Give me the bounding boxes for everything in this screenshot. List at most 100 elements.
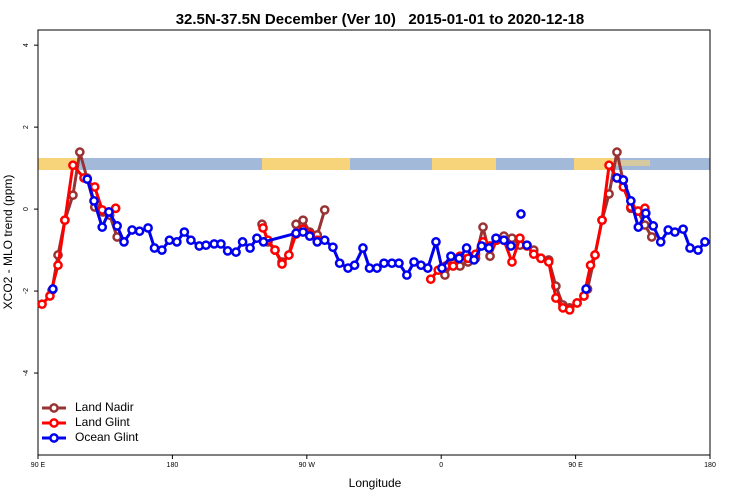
x-tick-label: 180 (704, 462, 716, 469)
data-point (186, 235, 196, 246)
data-point (82, 174, 93, 185)
data-point (448, 261, 458, 271)
data-point (358, 243, 368, 253)
data-point (37, 299, 47, 310)
data-point (319, 235, 330, 246)
data-point (89, 182, 100, 192)
data-point (68, 190, 78, 201)
data-point (437, 263, 447, 273)
data-point (655, 237, 666, 247)
y-axis-label: XCO2 - MLO trend (ppm) (1, 175, 15, 310)
data-point (461, 243, 472, 253)
data-point (89, 196, 99, 206)
data-point (298, 227, 308, 237)
data-point (515, 233, 525, 244)
data-point (394, 258, 404, 269)
data-point (402, 270, 412, 280)
data-point (499, 235, 509, 246)
data-point (304, 231, 315, 241)
data-point (60, 215, 70, 226)
data-point (528, 249, 539, 260)
data-point (536, 253, 546, 264)
x-axis-label: Longitude (349, 476, 402, 490)
data-point (172, 237, 182, 247)
data-point (119, 237, 129, 247)
data-point (364, 263, 375, 273)
data-point (222, 246, 233, 256)
x-tick-label: 90 E (568, 462, 583, 469)
x-tick-label: 90 E (31, 462, 46, 469)
data-point (693, 245, 703, 255)
data-point (640, 208, 651, 219)
land-ocean-strip (38, 158, 710, 170)
data-point (68, 160, 78, 171)
legend-label: Land Nadir (75, 400, 134, 414)
data-point (478, 222, 488, 232)
data-point (237, 237, 248, 247)
data-point (258, 223, 268, 233)
data-point (678, 224, 688, 235)
legend-marker (49, 433, 59, 443)
data-point (112, 221, 122, 231)
data-point (298, 215, 308, 226)
data-point (379, 258, 389, 269)
data-point (53, 260, 63, 271)
y-tick-label: 4 (23, 43, 30, 47)
data-point (485, 251, 495, 262)
data-point (491, 233, 501, 244)
data-point (425, 274, 436, 285)
data-point (700, 237, 710, 247)
data-point (507, 233, 517, 244)
data-point (484, 243, 494, 253)
data-point (670, 227, 680, 237)
data-point (581, 284, 591, 294)
data-point (245, 243, 255, 253)
data-point (564, 305, 575, 315)
data-point (446, 251, 456, 262)
data-point (149, 243, 160, 253)
data-point (543, 257, 554, 267)
y-tick-label: 2 (23, 125, 30, 129)
data-point (612, 147, 622, 157)
y-tick-label: -2 (23, 288, 30, 294)
data-point (572, 298, 582, 308)
data-point (258, 237, 269, 247)
plot-frame (37, 29, 711, 456)
legend-label: Land Glint (75, 415, 130, 429)
data-point (522, 240, 532, 251)
data-point (454, 253, 464, 264)
data-point (626, 196, 636, 206)
data-point (646, 232, 657, 242)
data-point (431, 237, 441, 247)
data-point (372, 263, 382, 273)
data-point (216, 239, 226, 249)
data-point (143, 223, 153, 233)
data-point (231, 247, 241, 257)
data-point (633, 222, 644, 232)
data-point (590, 250, 600, 260)
x-tick-label: 180 (167, 462, 179, 469)
x-tick-label: 0 (439, 462, 443, 469)
data-point (585, 260, 596, 271)
data-point (48, 284, 58, 294)
data-point (134, 226, 145, 237)
data-point (74, 147, 85, 157)
data-point (284, 250, 294, 260)
legend-marker (49, 403, 59, 413)
data-point (506, 241, 516, 251)
data-point (270, 245, 280, 255)
data-point (164, 235, 175, 246)
data-point (469, 255, 479, 265)
data-point (97, 222, 108, 232)
data-point (157, 245, 167, 255)
data-point (618, 175, 629, 185)
data-point (422, 263, 433, 273)
data-point (312, 237, 323, 247)
data-point (507, 257, 517, 267)
data-point (201, 240, 211, 251)
y-tick-label: -4 (23, 370, 30, 376)
data-point (328, 242, 338, 253)
data-point (551, 293, 561, 303)
data-point (349, 260, 360, 271)
chart-title: 32.5N-37.5N December (Ver 10) 2015-01-01… (176, 11, 585, 28)
